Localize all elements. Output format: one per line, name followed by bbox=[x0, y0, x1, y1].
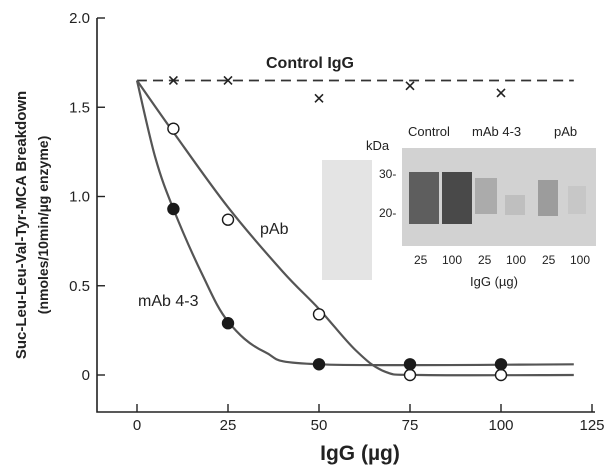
point-mab-4-3-5 bbox=[494, 358, 508, 371]
band-mab-25 bbox=[475, 178, 497, 214]
inset-x-label: IgG (µg) bbox=[470, 274, 518, 289]
inset-group-control: Control bbox=[408, 124, 450, 139]
plot-frame bbox=[96, 18, 595, 413]
inset-lane-1: 25 bbox=[414, 253, 428, 267]
inset-lane-2: 100 bbox=[442, 253, 462, 267]
point-pab-5 bbox=[494, 368, 508, 382]
y-tick-label-3: 1.5 bbox=[69, 99, 90, 116]
inset-lane-3: 25 bbox=[478, 253, 492, 267]
x-tick-label-0: 0 bbox=[133, 417, 141, 434]
band-pab-100 bbox=[568, 186, 586, 214]
point-pab-3 bbox=[312, 308, 326, 321]
y-axis-unit: (nmoles/10min/µg enzyme) bbox=[35, 136, 51, 314]
x-tick-label-4: 100 bbox=[488, 417, 513, 434]
band-pab-25 bbox=[538, 180, 558, 216]
point-mab-4-3-3 bbox=[312, 358, 326, 371]
point-mab-4-3-4 bbox=[403, 358, 417, 371]
band-mab-100 bbox=[505, 195, 525, 215]
inset-group-pab: pAb bbox=[554, 124, 577, 139]
point-control-igg-2 bbox=[223, 75, 233, 86]
y-axis-title: Suc-Leu-Leu-Val-Tyr-MCA Breakdown bbox=[13, 91, 30, 359]
point-control-igg-1 bbox=[168, 75, 178, 86]
inset-marker-30: 30- bbox=[379, 167, 396, 181]
point-control-igg-3 bbox=[314, 93, 324, 103]
band-control-25 bbox=[409, 172, 439, 224]
inset-lane-6: 100 bbox=[570, 253, 590, 267]
point-pab-4 bbox=[403, 368, 417, 382]
point-mab-4-3-2 bbox=[221, 317, 235, 330]
inset-side-strip bbox=[322, 160, 372, 280]
inset-lane-labels: 25 100 25 100 25 100 bbox=[414, 253, 590, 267]
y-tick-label-4: 2.0 bbox=[69, 10, 90, 27]
series-layer bbox=[135, 75, 574, 382]
series-label-pab: pAb bbox=[260, 221, 289, 238]
x-tick-label-5: 125 bbox=[579, 417, 604, 434]
inset-kda-label: kDa bbox=[366, 138, 390, 153]
inset-blot: kDa Control mAb 4-3 pAb 30- 20- 25 100 2… bbox=[322, 124, 596, 289]
point-pab-2 bbox=[221, 213, 235, 226]
x-tick-label-3: 75 bbox=[402, 417, 419, 434]
y-tick-label-0: 0 bbox=[82, 367, 90, 384]
x-axis-ticks: 0 25 50 75 100 125 bbox=[133, 404, 605, 434]
x-axis-title: IgG (µg) bbox=[320, 442, 400, 465]
point-control-igg-5 bbox=[496, 88, 506, 98]
y-tick-label-1: 0.5 bbox=[69, 278, 90, 295]
y-tick-label-2: 1.0 bbox=[69, 189, 90, 206]
point-mab-4-3-1 bbox=[167, 202, 180, 216]
inset-bands bbox=[409, 172, 586, 224]
x-tick-label-2: 50 bbox=[311, 417, 328, 434]
point-pab-1 bbox=[167, 122, 180, 135]
inset-marker-20: 20- bbox=[379, 206, 396, 220]
inset-lane-5: 25 bbox=[542, 253, 556, 267]
inset-group-mab: mAb 4-3 bbox=[472, 124, 521, 139]
y-axis-ticks: 0 0.5 1.0 1.5 2.0 bbox=[69, 10, 105, 384]
series-label-control: Control IgG bbox=[266, 55, 354, 72]
inset-lane-4: 100 bbox=[506, 253, 526, 267]
band-control-100 bbox=[442, 172, 472, 224]
point-control-igg-4 bbox=[405, 81, 415, 91]
x-tick-label-1: 25 bbox=[220, 417, 237, 434]
series-label-mab: mAb 4-3 bbox=[138, 293, 199, 310]
